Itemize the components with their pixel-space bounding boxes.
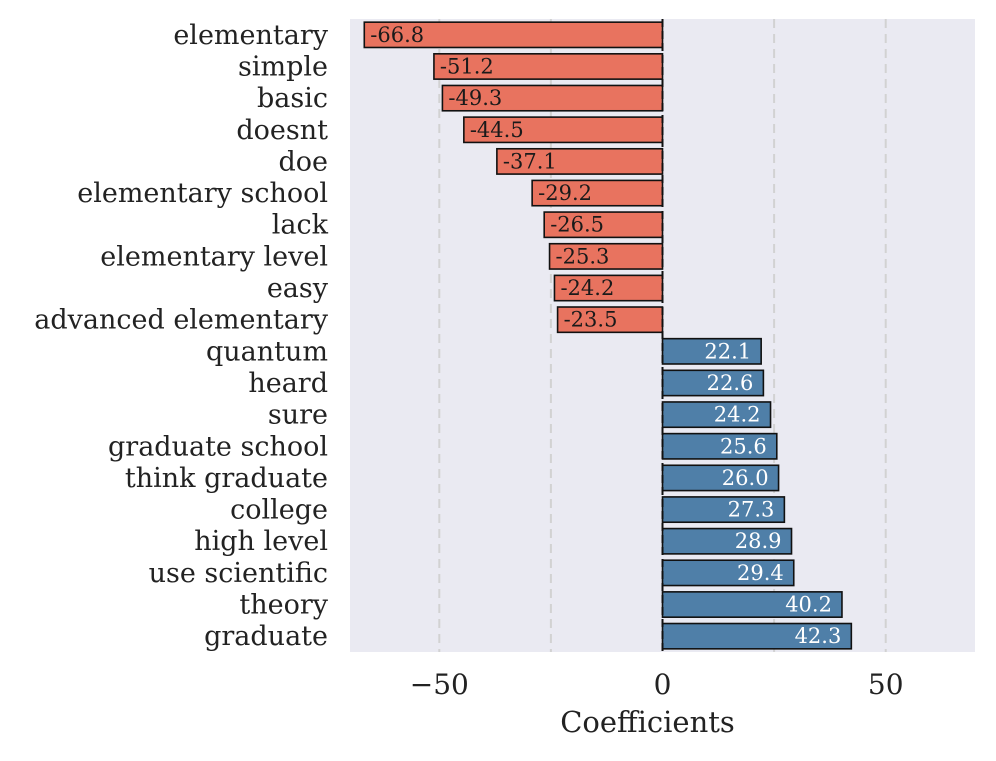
category-label: high level — [194, 526, 328, 557]
value-label: 42.3 — [795, 624, 842, 648]
bar-high-level — [661, 527, 793, 555]
bar-theory — [661, 591, 843, 618]
bar-simple — [433, 53, 664, 80]
bar-sure — [661, 401, 772, 429]
value-label: 40.2 — [785, 593, 832, 617]
value-label: -24.2 — [560, 276, 614, 300]
category-label: think graduate — [125, 463, 328, 494]
x-tick-labels: −50 0 50 — [410, 668, 904, 701]
value-label: 22.1 — [704, 339, 751, 363]
value-label: 22.6 — [707, 371, 754, 395]
category-label: lack — [272, 210, 329, 241]
x-tick-label: −50 — [410, 668, 469, 701]
category-label: doe — [278, 146, 328, 177]
bar-heard — [661, 369, 765, 397]
category-label: quantum — [206, 336, 328, 367]
bar-easy — [553, 274, 664, 302]
value-label: -29.2 — [538, 181, 592, 205]
value-label: 24.2 — [714, 403, 761, 427]
bar-doe — [496, 147, 664, 175]
bar-elementary-school — [531, 179, 664, 207]
category-label: theory — [239, 590, 328, 621]
bar-basic — [441, 84, 664, 112]
bar-quantum — [661, 337, 762, 365]
category-label: graduate — [204, 621, 328, 652]
bar-elementary-level — [548, 242, 664, 270]
category-label: use scientific — [149, 558, 328, 589]
bar-use-scientific — [661, 559, 795, 587]
value-label: -44.5 — [470, 118, 524, 142]
value-label: 28.9 — [735, 529, 782, 553]
bars — [363, 21, 853, 650]
category-label: elementary level — [100, 241, 328, 272]
category-label: advanced elementary — [34, 305, 329, 336]
value-label: -66.8 — [370, 23, 424, 47]
bar-graduate — [661, 622, 853, 650]
value-label: -23.5 — [564, 308, 618, 332]
category-label: college — [230, 495, 328, 526]
value-label: -51.2 — [440, 54, 494, 78]
category-labels: elementarysimplebasicdoesntdoeelementary… — [34, 20, 329, 652]
category-label: elementary school — [77, 178, 328, 209]
x-tick-label: 0 — [654, 668, 672, 701]
value-label: 27.3 — [728, 498, 775, 522]
bar-college — [661, 496, 786, 524]
bar-think-graduate — [661, 464, 780, 492]
value-label: -26.5 — [550, 213, 604, 237]
value-label: 26.0 — [722, 466, 769, 490]
category-label: sure — [268, 400, 328, 431]
x-tick-label: 50 — [868, 668, 904, 701]
value-label: 29.4 — [737, 561, 784, 585]
value-label: -37.1 — [503, 149, 557, 173]
value-labels: -66.8 -51.2 -49.3 -44.5 -37.1 -29.2 -26.5 -25.3… — [370, 23, 841, 648]
category-label: elementary — [173, 20, 328, 51]
bar-graduate-school — [661, 432, 778, 460]
category-label: simple — [238, 51, 328, 82]
category-label: heard — [248, 368, 328, 399]
category-label: basic — [257, 83, 328, 114]
bar-doesnt — [463, 116, 664, 144]
category-label: easy — [267, 273, 329, 304]
x-axis-title: Coefficients — [560, 705, 735, 739]
bar-elementary — [363, 21, 664, 49]
category-label: graduate school — [108, 431, 328, 462]
value-label: -49.3 — [448, 86, 502, 110]
value-label: -25.3 — [556, 244, 610, 268]
category-label: doesnt — [236, 115, 328, 146]
value-label: 25.6 — [720, 434, 767, 458]
